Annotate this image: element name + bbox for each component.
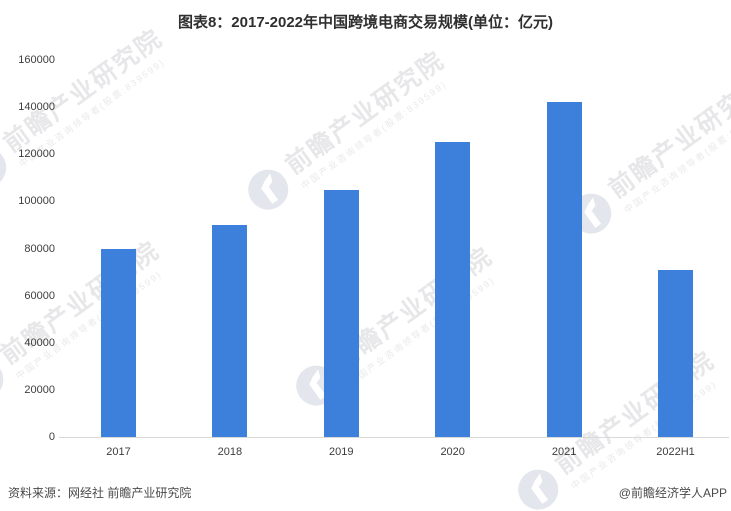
bar-2021 — [546, 102, 582, 437]
y-tick-label-60000: 60000 — [24, 289, 55, 302]
y-tick-label-40000: 40000 — [24, 336, 55, 349]
bar-2020 — [435, 142, 471, 437]
y-tick-label-80000: 80000 — [24, 242, 55, 255]
bar-2018 — [212, 224, 248, 437]
source-note: 资料来源：网经社 前瞻产业研究院 — [8, 486, 192, 500]
watermark-tile: 前瞻产业研究院 中国产业咨询领导者(股票:839599) — [240, 45, 459, 221]
qianzhan-logo-icon — [510, 462, 569, 511]
bar-2022H1 — [658, 269, 693, 437]
x-tick-label-2021: 2021 — [551, 446, 577, 458]
y-tick-label-0: 0 — [48, 431, 55, 443]
qianzhan-logo-icon — [240, 162, 299, 222]
y-tick-label-140000: 140000 — [18, 101, 55, 114]
credit-note: @前瞻经济学人APP — [618, 486, 727, 500]
x-tick-label-2019: 2019 — [329, 446, 354, 458]
bar-2017 — [101, 248, 136, 437]
y-tick-label-120000: 120000 — [18, 148, 55, 161]
x-tick-label-2017: 2017 — [106, 446, 131, 458]
y-tick-label-20000: 20000 — [24, 383, 55, 396]
x-tick-label-2018: 2018 — [217, 446, 243, 458]
y-tick-label-160000: 160000 — [18, 54, 55, 66]
bar-2019 — [323, 189, 359, 437]
chart-title: 图表8：2017-2022年中国跨境电商交易规模(单位：亿元) — [177, 14, 554, 31]
x-tick-label-2020: 2020 — [440, 446, 465, 458]
x-tick-label-2022H1: 2022H1 — [656, 446, 695, 458]
watermark-tile: 前瞻产业研究院 中国产业咨询领导者(股票:839599) — [510, 345, 729, 511]
x-axis-line — [59, 437, 729, 438]
y-tick-label-100000: 100000 — [18, 195, 55, 208]
